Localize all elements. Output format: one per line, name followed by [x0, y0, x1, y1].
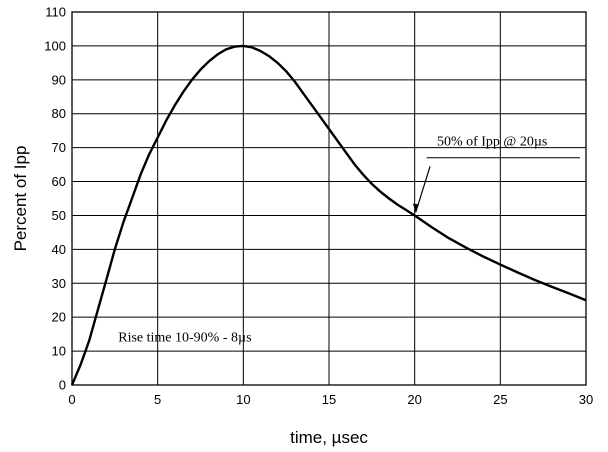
y-tick-label: 30: [52, 276, 66, 291]
x-tick-label: 30: [579, 392, 593, 407]
y-tick-label: 70: [52, 140, 66, 155]
y-tick-label: 80: [52, 106, 66, 121]
y-tick-label: 20: [52, 310, 66, 325]
x-tick-label: 25: [493, 392, 507, 407]
grid-lines: [72, 12, 586, 385]
series-line-ipp: [70, 44, 587, 386]
tick-labels: 0 5 10 15 20 25 30 0 10 20 30 40 50 60 70 80 90 100 110: [44, 5, 593, 408]
annotation-50pct-label: 50% of Ipp @ 20µs: [437, 135, 547, 150]
y-tick-label: 90: [52, 72, 66, 87]
annotation-arrow-head: [412, 203, 419, 213]
y-tick-label: 0: [59, 378, 66, 393]
x-tick-label: 15: [322, 392, 336, 407]
plot-frame: [71, 11, 587, 386]
annotations: 50% of Ipp @ 20µs Rise time 10-90% - 8µs: [118, 135, 580, 345]
y-tick-label: 50: [52, 208, 66, 223]
x-tick-label: 10: [236, 392, 250, 407]
y-tick-label: 100: [44, 38, 66, 53]
x-tick-label: 20: [407, 392, 421, 407]
annotation-rise-time-label: Rise time 10-90% - 8µs: [118, 330, 251, 345]
y-tick-label: 10: [52, 344, 66, 359]
y-axis-title: Percent of Ipp: [11, 146, 30, 252]
y-tick-label: 40: [52, 242, 66, 257]
x-axis-title: time, µsec: [290, 428, 368, 447]
x-tick-label: 5: [154, 392, 161, 407]
x-tick-label: 0: [68, 392, 75, 407]
y-tick-label: 60: [52, 174, 66, 189]
y-tick-label: 110: [45, 5, 66, 20]
